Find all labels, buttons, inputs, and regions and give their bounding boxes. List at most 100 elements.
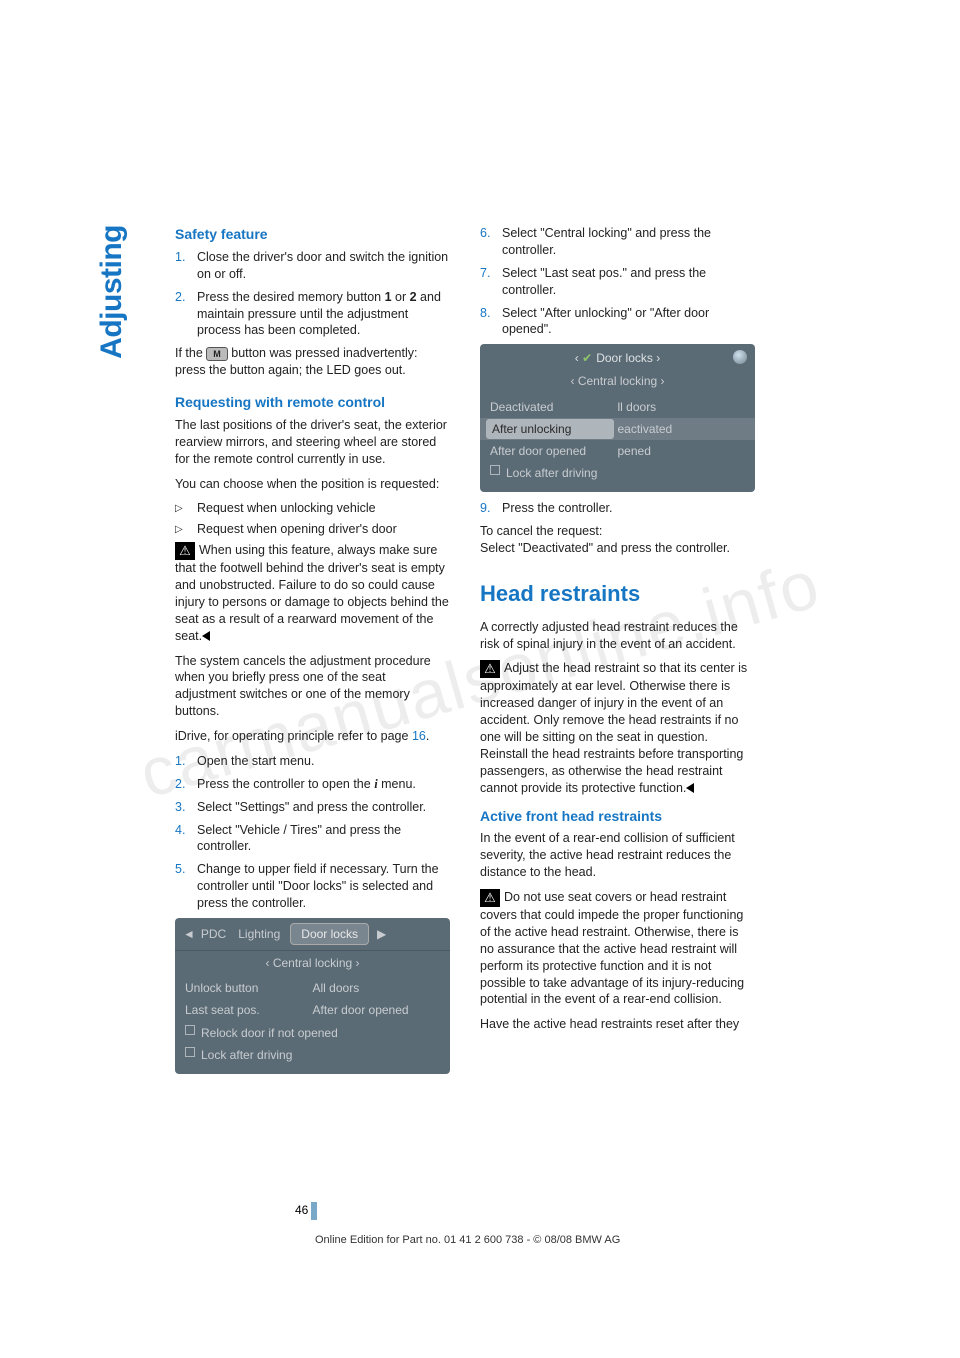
checkbox-icon (185, 1025, 195, 1035)
warning-icon: ⚠ (175, 542, 195, 560)
step-text: Change to upper field if necessary. Turn… (197, 861, 450, 912)
idrive-screenshot-2: ‹ ✔Door locks › ‹ Central locking › Deac… (480, 344, 755, 492)
sc-check-label: Lock after driving (201, 1047, 292, 1063)
sc2-row: After door openedpened (480, 440, 755, 462)
page-number: 46 (295, 1202, 317, 1220)
checkbox-icon (490, 465, 500, 475)
text: If the (175, 346, 206, 360)
list-item: 5.Change to upper field if necessary. Tu… (175, 861, 450, 912)
sc1-subtitle: ‹ Central locking › (175, 951, 450, 975)
warning-icon: ⚠ (480, 889, 500, 907)
heading-active-front: Active front head restraints (480, 807, 755, 826)
sc1-tab: Lighting (238, 926, 280, 942)
step-text: Press the controller. (502, 500, 755, 517)
sc-right: ll doors (618, 399, 746, 415)
text: or (392, 290, 410, 304)
sc-left: Unlock button (185, 980, 313, 996)
sc-check-label: Lock after driving (506, 465, 597, 481)
step-number: 2. (175, 289, 197, 340)
idrive-steps: 1.Open the start menu. 2.Press the contr… (175, 753, 450, 912)
sc2-check-row: Lock after driving (480, 462, 755, 484)
heading-head-restraints: Head restraints (480, 579, 755, 609)
step-number: 4. (175, 822, 197, 856)
orb-icon (733, 350, 747, 364)
text: Central locking (273, 956, 352, 970)
step-text: Select "Settings" and press the controll… (197, 799, 450, 816)
step-text: Select "Vehicle / Tires" and press the c… (197, 822, 450, 856)
idrive-steps-cont: 6.Select "Central locking" and press the… (480, 225, 755, 338)
list-item: 1.Open the start menu. (175, 753, 450, 770)
sc-left: After door opened (490, 443, 618, 459)
step-text: Press the controller to open the i menu. (197, 776, 450, 793)
text: Request when opening driver's door (197, 521, 397, 538)
nav-arrow-right-icon: ▶ (377, 926, 386, 942)
text: iDrive, for operating principle refer to… (175, 729, 412, 743)
heading-requesting-remote: Requesting with remote control (175, 393, 450, 412)
paragraph: To cancel the request: (480, 523, 755, 540)
step-text: Press the desired memory button 1 or 2 a… (197, 289, 450, 340)
list-item: ▷Request when unlocking vehicle (175, 500, 450, 517)
paragraph: A correctly adjusted head restraint redu… (480, 619, 755, 653)
warning-block: ⚠Adjust the head restraint so that its c… (480, 660, 755, 796)
sc2-row: Deactivatedll doors (480, 396, 755, 418)
sc2-title-bar: ‹ ✔Door locks › (480, 344, 755, 369)
safety-steps: 1. Close the driver's door and switch th… (175, 249, 450, 339)
text: menu. (378, 777, 416, 791)
m-button-icon: M (206, 347, 228, 361)
section-title-vertical: Adjusting (95, 225, 129, 359)
page-link[interactable]: 16 (412, 729, 426, 743)
list-item: 8.Select "After unlocking" or "After doo… (480, 305, 755, 339)
left-column: Safety feature 1. Close the driver's doo… (175, 225, 450, 1082)
sc-check-label: Relock door if not opened (201, 1025, 338, 1041)
sc-right: eactivated (618, 421, 746, 437)
sc1-tab: PDC (201, 926, 226, 942)
step-text: Select "Central locking" and press the c… (502, 225, 755, 259)
list-item: ▷Request when opening driver's door (175, 521, 450, 538)
check-icon: ✔ (582, 351, 592, 365)
paragraph: In the event of a rear-end collision of … (480, 830, 755, 881)
step-number: 9. (480, 500, 502, 517)
footer-copyright: Online Edition for Part no. 01 41 2 600 … (315, 1234, 620, 1246)
sc1-check-row: Relock door if not opened (175, 1022, 450, 1044)
sc1-tab-active: Door locks (290, 923, 369, 945)
paragraph: Have the active head restraints reset af… (480, 1016, 755, 1033)
list-item: 9.Press the controller. (480, 500, 755, 517)
list-item: 2. Press the desired memory button 1 or … (175, 289, 450, 340)
step-number: 5. (175, 861, 197, 912)
step-number: 3. (175, 799, 197, 816)
step-text: Close the driver's door and switch the i… (197, 249, 450, 283)
list-item: 1. Close the driver's door and switch th… (175, 249, 450, 283)
step-text: Open the start menu. (197, 753, 450, 770)
list-item: 7.Select "Last seat pos." and press the … (480, 265, 755, 299)
list-item: 4.Select "Vehicle / Tires" and press the… (175, 822, 450, 856)
text: Press the controller to open the (197, 777, 374, 791)
warning-block: ⚠When using this feature, always make su… (175, 542, 450, 644)
triangle-bullet-icon: ▷ (175, 521, 197, 538)
end-triangle-icon (202, 631, 210, 641)
step-text: Select "Last seat pos." and press the co… (502, 265, 755, 299)
paragraph: The last positions of the driver's seat,… (175, 417, 450, 468)
paragraph: Select "Deactivated" and press the contr… (480, 540, 755, 557)
idrive-screenshot-1: ◄ PDC Lighting Door locks ▶ ‹ Central lo… (175, 918, 450, 1074)
sc-left: After unlocking (486, 419, 614, 439)
sc2-row-selected: After unlockingeactivated (480, 418, 755, 440)
sc-right: After door opened (313, 1002, 441, 1018)
step-number: 6. (480, 225, 502, 259)
step-number: 8. (480, 305, 502, 339)
paragraph: The system cancels the adjustment proced… (175, 653, 450, 721)
sc1-list: Unlock buttonAll doors Last seat pos.Aft… (175, 975, 450, 1074)
page-number-text: 46 (295, 1203, 308, 1217)
paragraph: You can choose when the position is requ… (175, 476, 450, 493)
paragraph: iDrive, for operating principle refer to… (175, 728, 450, 745)
step-number: 2. (175, 776, 197, 793)
sc-left: Last seat pos. (185, 1002, 313, 1018)
heading-safety-feature: Safety feature (175, 225, 450, 244)
text: Request when unlocking vehicle (197, 500, 376, 517)
sc-left: Deactivated (490, 399, 618, 415)
step-number: 7. (480, 265, 502, 299)
sc1-row: Unlock buttonAll doors (175, 977, 450, 999)
idrive-steps-end: 9.Press the controller. (480, 500, 755, 517)
nav-arrow-left-icon: ◄ (183, 926, 195, 942)
sc-right: All doors (313, 980, 441, 996)
page-number-bar-icon (311, 1202, 317, 1220)
